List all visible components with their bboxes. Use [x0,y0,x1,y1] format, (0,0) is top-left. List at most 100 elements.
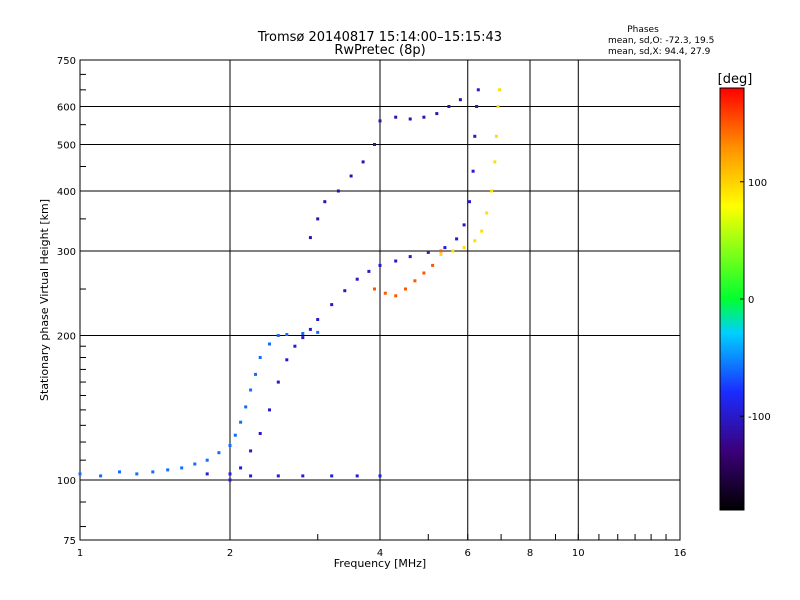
data-point [435,112,439,116]
data-point [205,458,209,462]
data-point [443,246,447,250]
data-point [361,160,365,164]
y-tick-label: 400 [57,187,76,198]
x-tick-label: 4 [377,548,383,559]
data-point [336,189,340,193]
data-point [378,474,382,478]
data-point [239,420,243,424]
data-point [228,444,232,447]
data-point [78,472,82,476]
data-point [462,223,466,227]
data-point [367,269,371,273]
data-point [343,289,347,293]
data-point [285,358,289,362]
data-point [258,432,262,435]
y-tick-label: 600 [57,103,76,114]
colorbar-tick-label: 0 [748,295,754,306]
data-point [473,239,477,243]
x-tick-label: 10 [572,548,585,559]
x-tick-label: 6 [465,548,471,559]
data-point [494,134,498,138]
data-point [151,470,155,474]
data-point [217,451,221,455]
stats-line-o: mean, sd,O: -72.3, 19.5 [608,36,714,46]
data-point [394,294,398,298]
y-tick-label: 200 [57,332,76,343]
stats-line-x: mean, sd,X: 94.4, 27.9 [608,47,711,57]
data-point [451,249,455,253]
data-point [383,291,387,295]
data-point [268,408,271,412]
data-point [276,380,280,384]
chart-subtitle: RwPretec (8p) [334,43,425,58]
x-tick-label: 16 [674,548,687,559]
colorbar-tick-label: 100 [748,178,767,189]
data-point [462,246,466,250]
data-point [308,236,312,240]
data-point [301,336,305,340]
data-point [276,334,280,337]
data-point [239,466,243,470]
data-point [316,318,320,321]
y-axis-label: Stationary phase Virtual Height [km] [38,199,51,401]
data-point [455,237,459,241]
data-point [373,287,376,291]
data-point [316,217,320,221]
y-tick-label: 500 [57,141,76,152]
data-point [404,287,407,291]
y-tick-label: 750 [57,56,76,67]
data-point [458,98,462,102]
data-point [355,474,359,478]
data-point [228,478,232,482]
data-point [439,249,443,253]
chart-title: Tromsø 20140817 15:14:00–15:15:43 [257,30,502,45]
data-point [378,263,382,267]
data-point [349,174,353,178]
data-point [394,115,398,119]
data-point [408,255,412,259]
data-point [258,356,262,359]
data-point [316,330,320,334]
colorbar-ticks: -100 0 100 [740,178,771,423]
data-point [493,160,497,164]
data-point [426,250,430,254]
axis-ticks: 1 2 4 6 8 10 16 75 100 200 300 400 500 600 750 [57,56,686,559]
data-point [249,388,253,392]
data-point [394,259,398,263]
data-point [244,405,248,409]
data-point [268,342,271,346]
data-point [473,134,477,138]
data-point [301,332,305,335]
data-point [249,449,253,453]
data-point [135,472,139,476]
data-point [485,211,489,215]
data-point [180,466,184,470]
data-point [254,372,257,376]
x-tick-label: 2 [227,548,233,559]
data-point [233,433,237,437]
stats-heading: Phases [627,25,659,35]
data-point [323,200,327,204]
data-point [249,474,253,478]
data-point [413,279,417,283]
data-point [276,474,280,478]
data-point [480,229,484,233]
data-point [490,189,494,193]
x-tick-label: 1 [77,548,83,559]
data-point [422,271,426,275]
data-point [498,88,502,92]
data-point [166,468,170,472]
grid-lines [80,60,680,540]
data-point [496,105,500,108]
data-point [193,462,197,466]
data-point [471,169,475,173]
data-point [468,200,471,204]
data-point [475,105,479,108]
x-tick-label: 8 [527,548,533,559]
data-point [439,253,443,256]
data-point [373,143,376,146]
data-point [355,277,359,281]
y-tick-label: 75 [63,536,76,547]
data-point [118,470,121,474]
